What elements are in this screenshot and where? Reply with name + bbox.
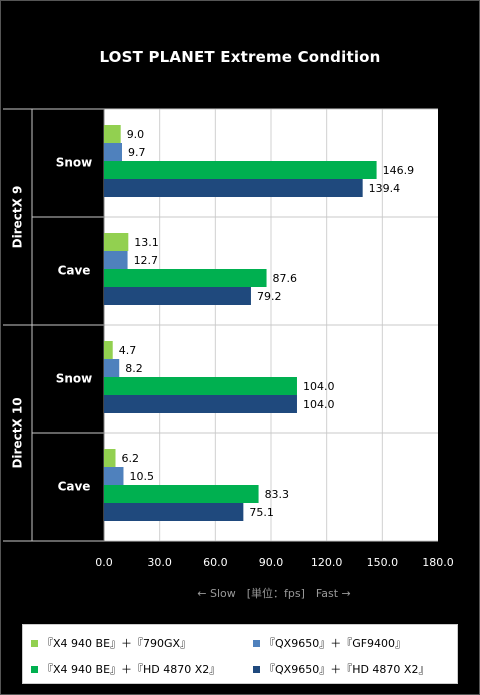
x-tick-label: 150.0 (367, 556, 399, 569)
legend-label: 『QX9650』＋『HD 4870 X2』 (264, 663, 430, 676)
x-tick-label: 0.0 (95, 556, 113, 569)
bar (104, 467, 124, 485)
bar (104, 233, 129, 251)
group-label: DirectX 9 (11, 186, 25, 249)
data-label: 87.6 (273, 272, 298, 285)
legend-swatch (31, 666, 38, 673)
category-label: Snow (56, 372, 93, 386)
group-label: DirectX 10 (11, 397, 25, 468)
data-label: 104.0 (303, 380, 335, 393)
bar (104, 251, 128, 269)
x-tick-label: 90.0 (259, 556, 284, 569)
data-label: 9.7 (128, 146, 146, 159)
legend-label: 『QX9650』＋『GF9400』 (264, 637, 407, 650)
data-label: 139.4 (369, 182, 401, 195)
legend-label: 『X4 940 BE』＋『HD 4870 X2』 (42, 663, 221, 676)
bar (104, 485, 259, 503)
category-label: Cave (58, 480, 91, 494)
data-label: 9.0 (127, 128, 145, 141)
data-label: 146.9 (383, 164, 415, 177)
x-tick-label: 180.0 (422, 556, 454, 569)
bar (104, 287, 251, 305)
bar (104, 449, 116, 467)
x-tick-label: 120.0 (311, 556, 343, 569)
legend: 『X4 940 BE』＋『790GX』 『QX9650』＋『GF9400』 『X… (22, 624, 458, 684)
bar-chart: DirectX 9 DirectX 10 Snow 9.0 9.7 146.9 139.4 C… (3, 108, 454, 600)
category-label: Snow (56, 156, 93, 170)
data-label: 12.7 (134, 254, 159, 267)
bar (104, 395, 297, 413)
bar (104, 503, 244, 521)
legend-swatch (253, 666, 260, 673)
legend-swatch (31, 640, 38, 647)
bar (104, 161, 377, 179)
chart-title: LOST PLANET Extreme Condition (99, 48, 381, 66)
data-label: 79.2 (257, 290, 282, 303)
x-tick-label: 30.0 (147, 556, 172, 569)
bar (104, 377, 297, 395)
category-label: Cave (58, 264, 91, 278)
data-label: 6.2 (122, 452, 140, 465)
data-label: 104.0 (303, 398, 335, 411)
plot-area: DirectX 9 DirectX 10 Snow 9.0 9.7 146.9 139.4 C… (3, 108, 454, 600)
data-label: 13.1 (134, 236, 159, 249)
legend-item-qx9650-gf9400: 『QX9650』＋『GF9400』 (253, 635, 406, 651)
legend-item-x4-790gx: 『X4 940 BE』＋『790GX』 (31, 635, 191, 651)
x-tick-label: 60.0 (203, 556, 228, 569)
legend-swatch (253, 640, 260, 647)
legend-item-qx9650-hd4870x2: 『QX9650』＋『HD 4870 X2』 (253, 661, 429, 677)
data-label: 83.3 (265, 488, 290, 501)
data-label: 4.7 (119, 344, 136, 357)
data-label: 10.5 (129, 470, 154, 483)
bar (104, 179, 363, 197)
data-label: 8.2 (125, 362, 142, 375)
x-axis-label: ← Slow [単位：fps] Fast → (197, 586, 350, 600)
bar (104, 125, 121, 143)
data-label: 75.1 (249, 506, 274, 519)
bar (104, 359, 120, 377)
bar (104, 341, 113, 359)
bar (104, 143, 122, 161)
legend-item-x4-hd4870x2: 『X4 940 BE』＋『HD 4870 X2』 (31, 661, 220, 677)
legend-label: 『X4 940 BE』＋『790GX』 (42, 637, 192, 650)
bar (104, 269, 267, 287)
